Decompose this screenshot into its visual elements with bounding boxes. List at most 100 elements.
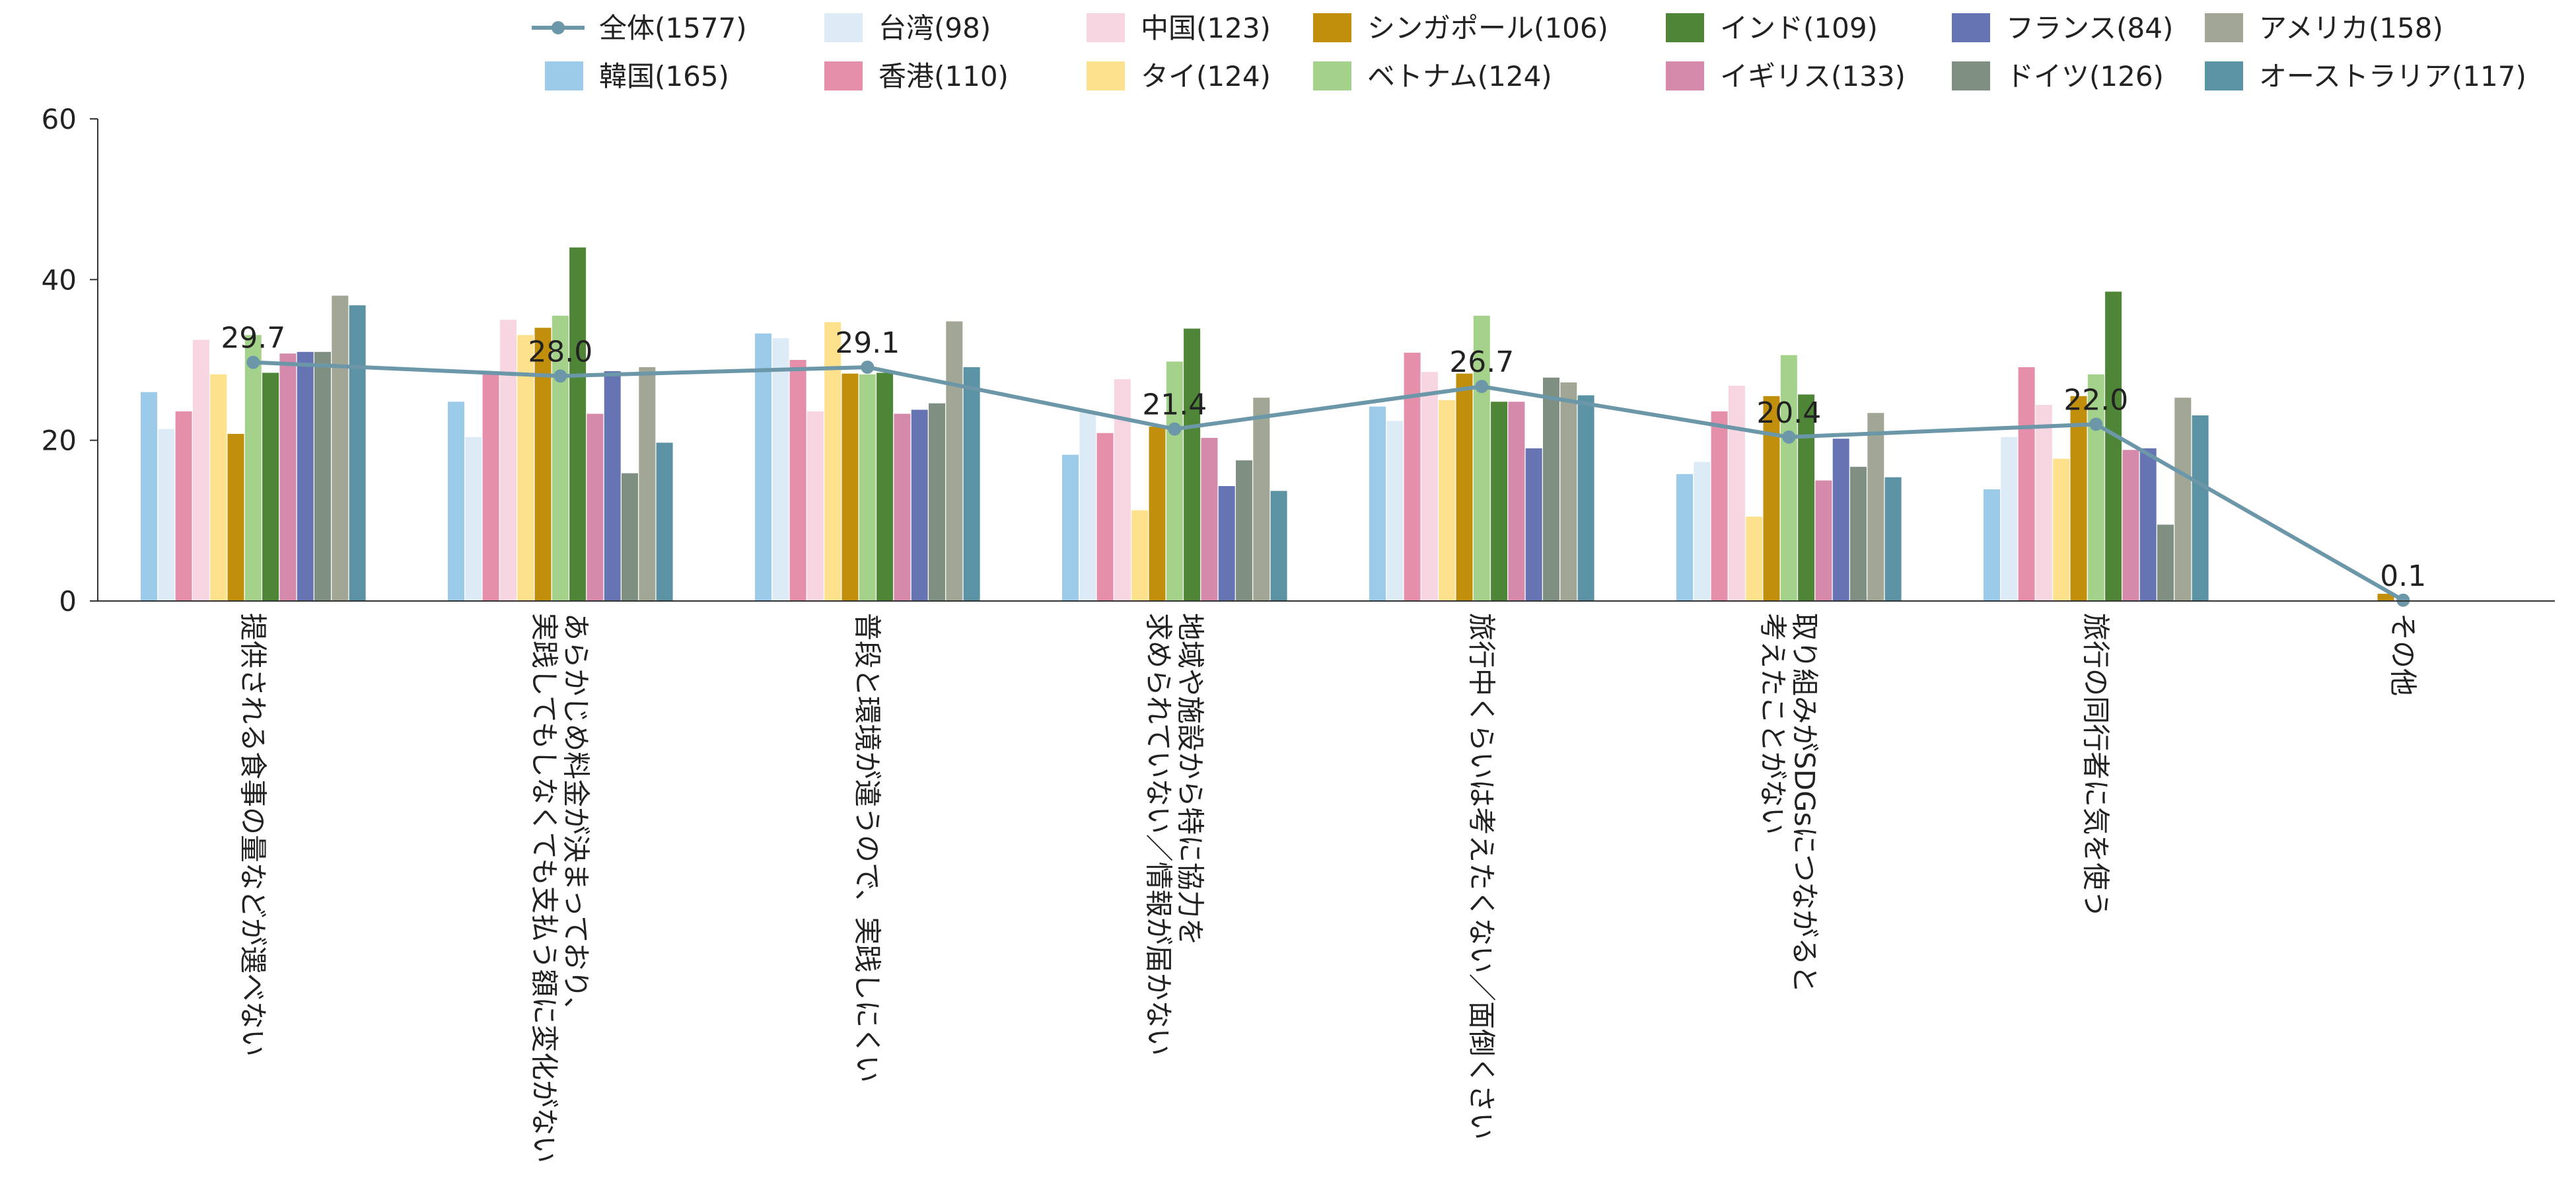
legend-swatch <box>545 61 583 90</box>
bar <box>569 247 587 602</box>
bar <box>2139 448 2157 601</box>
bar <box>1543 377 1559 601</box>
bar <box>499 320 517 601</box>
total-line <box>253 360 2404 602</box>
bar <box>2035 405 2052 601</box>
bar <box>1166 361 1183 601</box>
y-tick-label: 40 <box>42 264 77 296</box>
bar <box>1404 353 1421 601</box>
bar <box>2053 458 2070 601</box>
bar <box>2018 367 2035 601</box>
bar <box>141 392 157 601</box>
legend-label: ドイツ(126) <box>2006 60 2164 92</box>
legend-swatch <box>1087 13 1125 42</box>
x-axis: 提供される食事の量などが選べない あらかじめ料金が決まっており、実践してもしなくて… <box>98 600 2555 1163</box>
legend: 全体(1577) 台湾(98) 中国(123) シンガポール(106) インド(109)… <box>532 12 2526 92</box>
total-point <box>1475 380 1489 394</box>
legend-item: 全体(1577) <box>532 12 747 44</box>
legend-item: 韓国(165) <box>545 60 729 92</box>
bar <box>622 473 638 601</box>
bar <box>465 437 482 601</box>
legend-swatch <box>824 13 863 42</box>
bar <box>1270 491 1287 601</box>
legend-label: フランス(84) <box>2006 12 2173 44</box>
bar <box>2087 374 2104 601</box>
total-point <box>1782 430 1796 444</box>
bar <box>929 403 945 601</box>
legend-swatch <box>1952 13 1990 42</box>
category-label: その他 <box>2386 613 2419 696</box>
legend-label: 全体(1577) <box>599 12 747 44</box>
bar <box>1184 328 1201 601</box>
bar <box>2174 398 2192 601</box>
legend-label: 香港(110) <box>878 60 1009 92</box>
bar <box>482 374 499 601</box>
bar <box>158 429 175 601</box>
legend-label: 中国(123) <box>1141 12 1271 44</box>
bar <box>806 411 824 601</box>
total-data-label: 0.1 <box>2380 559 2426 593</box>
bar <box>192 339 209 601</box>
bar <box>1096 433 1114 601</box>
bar <box>1984 489 2000 601</box>
legend-swatch <box>1313 13 1351 42</box>
legend-item: イギリス(133) <box>1666 60 1906 92</box>
bar <box>1832 439 1849 601</box>
bar <box>1676 474 1693 601</box>
total-point <box>2396 593 2410 607</box>
bar-group <box>141 295 366 601</box>
bar <box>604 371 621 601</box>
category-label: 考えたことがない <box>1756 613 1789 835</box>
bar <box>1253 398 1270 601</box>
bar <box>1062 454 1079 601</box>
bar <box>1798 394 1815 601</box>
total-point <box>1168 422 1182 436</box>
bar <box>911 409 928 601</box>
category-label: 旅行中くらいは考えたくない／面倒くさい <box>1465 613 1497 1140</box>
bar <box>1711 411 1728 601</box>
bar <box>2157 524 2174 601</box>
bar <box>772 338 789 601</box>
bar <box>1560 382 1577 601</box>
bar <box>1728 385 1745 601</box>
bar <box>824 322 841 601</box>
category-label: 地域や施設から特に協力を <box>1174 613 1206 946</box>
bar-group <box>1984 291 2209 601</box>
bar <box>2192 415 2209 601</box>
total-point <box>861 360 875 374</box>
bar <box>639 367 656 601</box>
total-data-label: 29.1 <box>835 326 900 360</box>
legend-swatch <box>2205 61 2243 90</box>
legend-item: フランス(84) <box>1952 12 2173 44</box>
legend-item: タイ(124) <box>1087 60 1271 92</box>
legend-item: 中国(123) <box>1087 12 1271 44</box>
bar <box>894 413 911 601</box>
bar <box>2105 291 2122 601</box>
bar <box>789 360 806 601</box>
bar <box>1421 372 1438 601</box>
bar <box>297 351 314 601</box>
total-point <box>554 369 567 383</box>
bar <box>1473 316 1490 601</box>
legend-swatch <box>1952 61 1990 90</box>
bar-groups <box>141 247 2394 602</box>
bar <box>210 374 227 601</box>
legend-label: インド(109) <box>1720 12 1878 44</box>
y-tick-label: 20 <box>42 425 77 457</box>
bar <box>1131 510 1149 601</box>
bar <box>1236 460 1252 601</box>
legend-item: ドイツ(126) <box>1952 60 2164 92</box>
legend-swatch <box>824 61 863 90</box>
bar <box>332 295 349 601</box>
category-label: 取り組みがSDGsにつながると <box>1788 613 1820 993</box>
y-tick-label: 60 <box>42 103 77 135</box>
bar <box>656 442 673 601</box>
category-label: 普段と環境が違うので、実践しにくい <box>851 613 883 1082</box>
category-label: あらかじめ料金が決まっており、 <box>559 613 592 1024</box>
bar <box>1201 438 1218 601</box>
legend-label: 韓国(165) <box>599 60 729 92</box>
legend-item: シンガポール(106) <box>1313 12 1608 44</box>
total-data-label: 29.7 <box>221 322 285 355</box>
bar <box>1386 421 1404 601</box>
